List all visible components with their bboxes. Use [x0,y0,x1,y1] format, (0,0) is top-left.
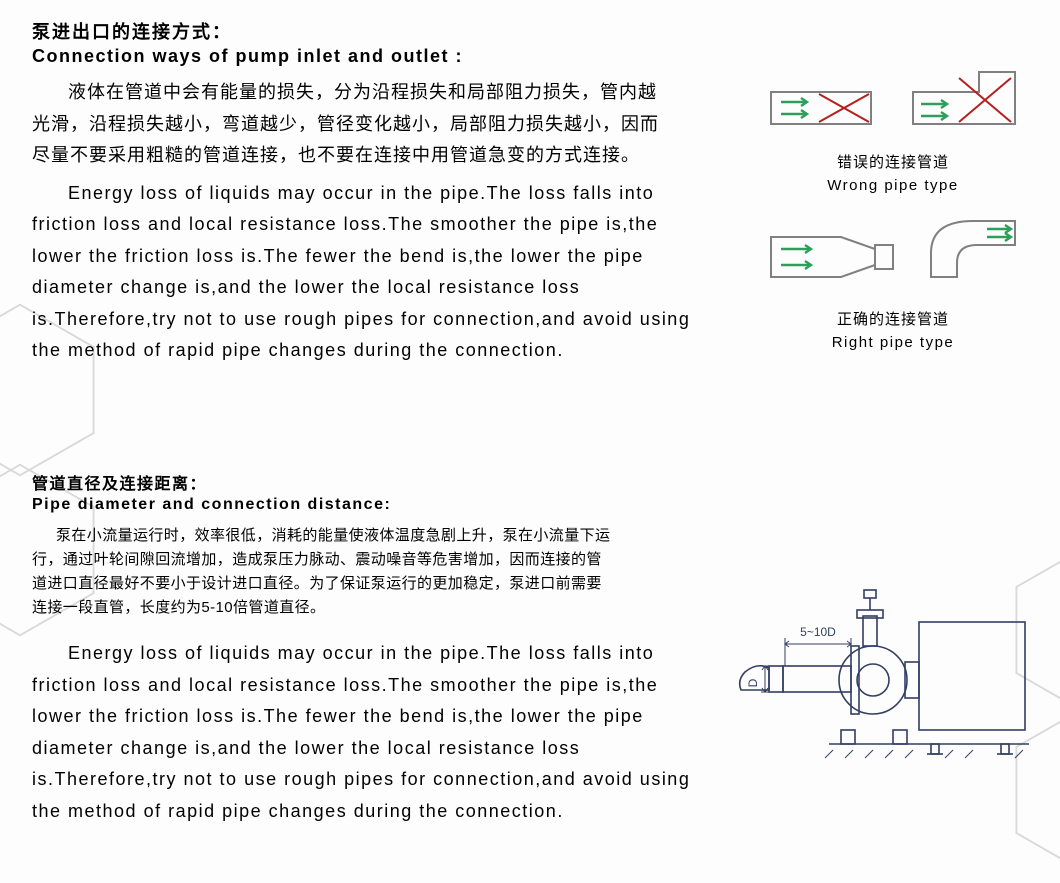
section-pipe-diameter: 管道直径及连接距离： Pipe diameter and connection … [32,470,1038,827]
fig-right-en: Right pipe type [748,332,1038,355]
fig-wrong-zh: 错误的连接管道 [748,152,1038,175]
pump-dim-510d: 5~10D [800,625,836,639]
pump-dim-d: D [746,678,760,687]
fig-right-zh: 正确的连接管道 [748,309,1038,332]
s2-para-zh: 泵在小流量运行时，效率很低，消耗的能量使液体温度急剧上升，泵在小流量下运行，通过… [32,524,612,620]
s1-para-en: Energy loss of liquids may occur in the … [32,178,692,367]
fig-wrong-en: Wrong pipe type [748,175,1038,198]
s1-para-zh: 液体在管道中会有能量的损失，分为沿程损失和局部阻力损失，管内越光滑，沿程损失越小… [32,77,672,172]
s1-heading-en: Connection ways of pump inlet and outlet… [32,46,738,67]
figure-wrong-pipe: 错误的连接管道 Wrong pipe type [748,68,1038,197]
s2-heading-zh: 管道直径及连接距离： [32,470,718,494]
pump-diagram-icon: 5~10D D [733,550,1033,770]
s2-para-en: Energy loss of liquids may occur in the … [32,638,692,827]
s2-heading-en: Pipe diameter and connection distance: [32,496,718,514]
right-pipe-icon [763,215,1023,305]
figure-right-pipe: 正确的连接管道 Right pipe type [748,215,1038,354]
s1-heading-zh: 泵进出口的连接方式： [32,18,738,44]
wrong-pipe-icon [763,68,1023,148]
section-connection-ways: 泵进出口的连接方式： Connection ways of pump inlet… [32,18,1038,372]
